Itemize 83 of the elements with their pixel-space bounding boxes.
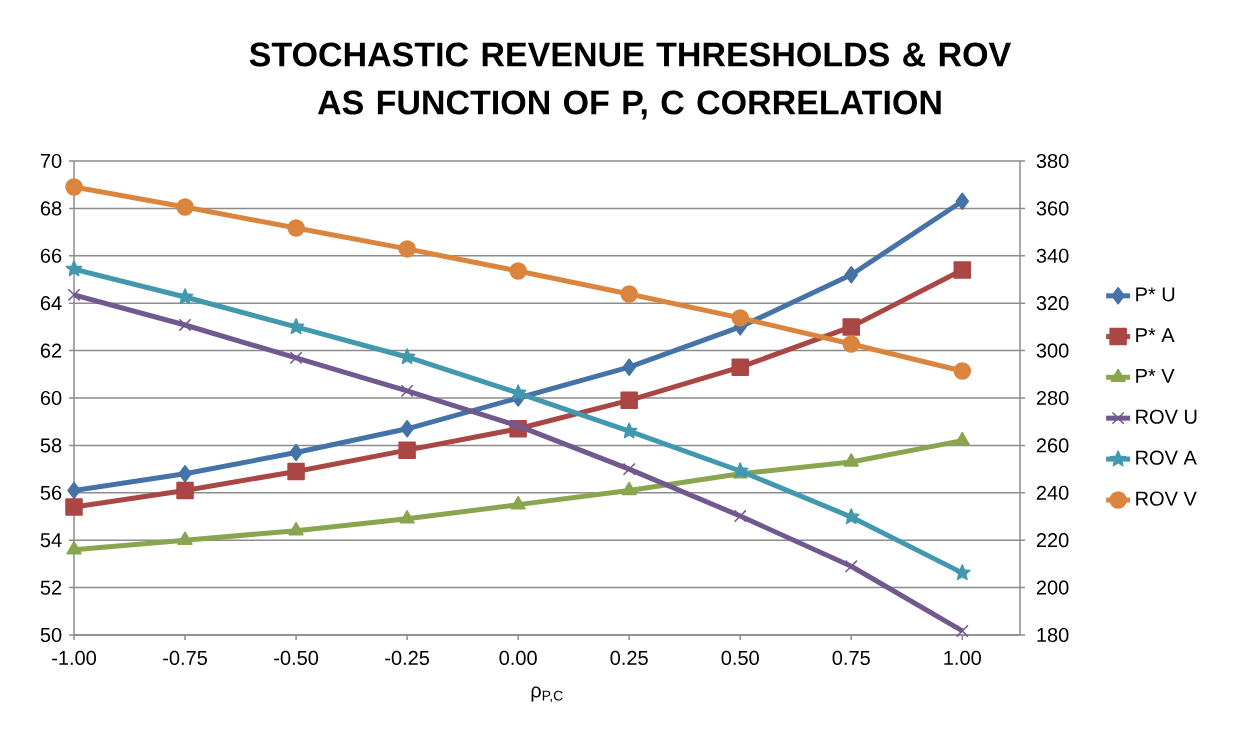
point xyxy=(399,510,415,524)
point xyxy=(400,384,414,398)
y-tick-label: 58 xyxy=(40,438,62,453)
x-tick-label: -1.00 xyxy=(52,650,97,666)
point xyxy=(620,391,638,410)
point xyxy=(178,465,192,483)
legend-label: P* V xyxy=(1136,368,1175,383)
point xyxy=(622,462,636,476)
y2-tick-label: 240 xyxy=(1036,485,1069,500)
point xyxy=(844,265,858,284)
point xyxy=(288,521,304,536)
point xyxy=(510,495,526,510)
y-tick-label: 54 xyxy=(40,533,62,548)
point xyxy=(287,462,305,481)
point xyxy=(731,358,749,376)
y-tick-label: 68 xyxy=(40,201,62,216)
legend-label: ROV V xyxy=(1136,491,1197,506)
point xyxy=(733,509,747,523)
chart-title: STOCHASTIC REVENUE THRESHOLDS & ROV AS FUNCTION OF P, C CORRELATION xyxy=(249,42,1012,120)
point xyxy=(621,481,637,496)
point xyxy=(177,531,193,545)
x-tick-label: 0.25 xyxy=(610,650,648,666)
x-axis-title: ρ$_{P,C}$ xyxy=(531,686,563,703)
point xyxy=(511,419,525,433)
point xyxy=(65,498,83,516)
point xyxy=(398,441,416,459)
point xyxy=(842,335,860,353)
point xyxy=(731,309,749,327)
point xyxy=(843,453,859,467)
y2-tick-label: 200 xyxy=(1036,580,1069,595)
x-tick-label: 1.00 xyxy=(944,650,981,666)
point xyxy=(842,508,860,525)
y-tick-label: 52 xyxy=(40,580,62,595)
x-tick-label: -0.25 xyxy=(385,650,430,666)
point xyxy=(398,240,416,258)
y2-tick-label: 220 xyxy=(1036,533,1069,548)
y-tick-label: 66 xyxy=(40,248,62,263)
y-tick-label: 62 xyxy=(40,343,62,358)
point xyxy=(954,431,970,446)
y2-tick-label: 360 xyxy=(1036,201,1069,216)
point xyxy=(842,318,860,336)
point xyxy=(176,481,194,500)
y2-tick-label: 380 xyxy=(1036,153,1069,169)
y2-tick-label: 280 xyxy=(1036,390,1069,406)
point xyxy=(622,358,636,376)
y2-tick-label: 300 xyxy=(1036,343,1069,358)
x-tick-label: 0.75 xyxy=(832,650,870,666)
legend-label: P* U xyxy=(1136,287,1175,302)
point xyxy=(955,624,969,638)
point xyxy=(178,318,192,332)
point xyxy=(400,420,414,438)
x-tick-label: -0.50 xyxy=(274,650,319,666)
point xyxy=(620,285,638,303)
y2-tick-label: 260 xyxy=(1036,438,1069,453)
point xyxy=(289,443,303,462)
point xyxy=(953,261,972,279)
legend-label: ROV U xyxy=(1136,409,1197,424)
y-tick-label: 56 xyxy=(40,485,62,500)
y-tick-label: 70 xyxy=(40,153,62,169)
point xyxy=(287,219,305,237)
x-tick-label: -0.75 xyxy=(163,650,207,666)
y-tick-label: 60 xyxy=(40,390,62,406)
point xyxy=(65,260,83,277)
point xyxy=(176,198,194,216)
point xyxy=(289,351,303,365)
x-tick-label: 0.00 xyxy=(499,650,537,666)
y-tick-label: 50 xyxy=(40,627,62,643)
point xyxy=(953,362,972,380)
y-tick-label: 64 xyxy=(40,296,62,311)
point xyxy=(65,178,83,196)
point xyxy=(509,262,527,280)
point xyxy=(844,559,858,573)
y2-tick-label: 320 xyxy=(1036,296,1069,311)
y2-tick-label: 340 xyxy=(1036,248,1069,263)
point xyxy=(67,288,81,302)
point xyxy=(955,192,970,211)
point xyxy=(953,564,971,581)
legend-label: ROV A xyxy=(1136,450,1197,465)
point xyxy=(67,481,81,500)
point xyxy=(66,540,82,555)
legend-label: P* A xyxy=(1136,328,1175,342)
y2-tick-label: 180 xyxy=(1037,627,1069,643)
x-tick-label: 0.50 xyxy=(721,650,759,666)
